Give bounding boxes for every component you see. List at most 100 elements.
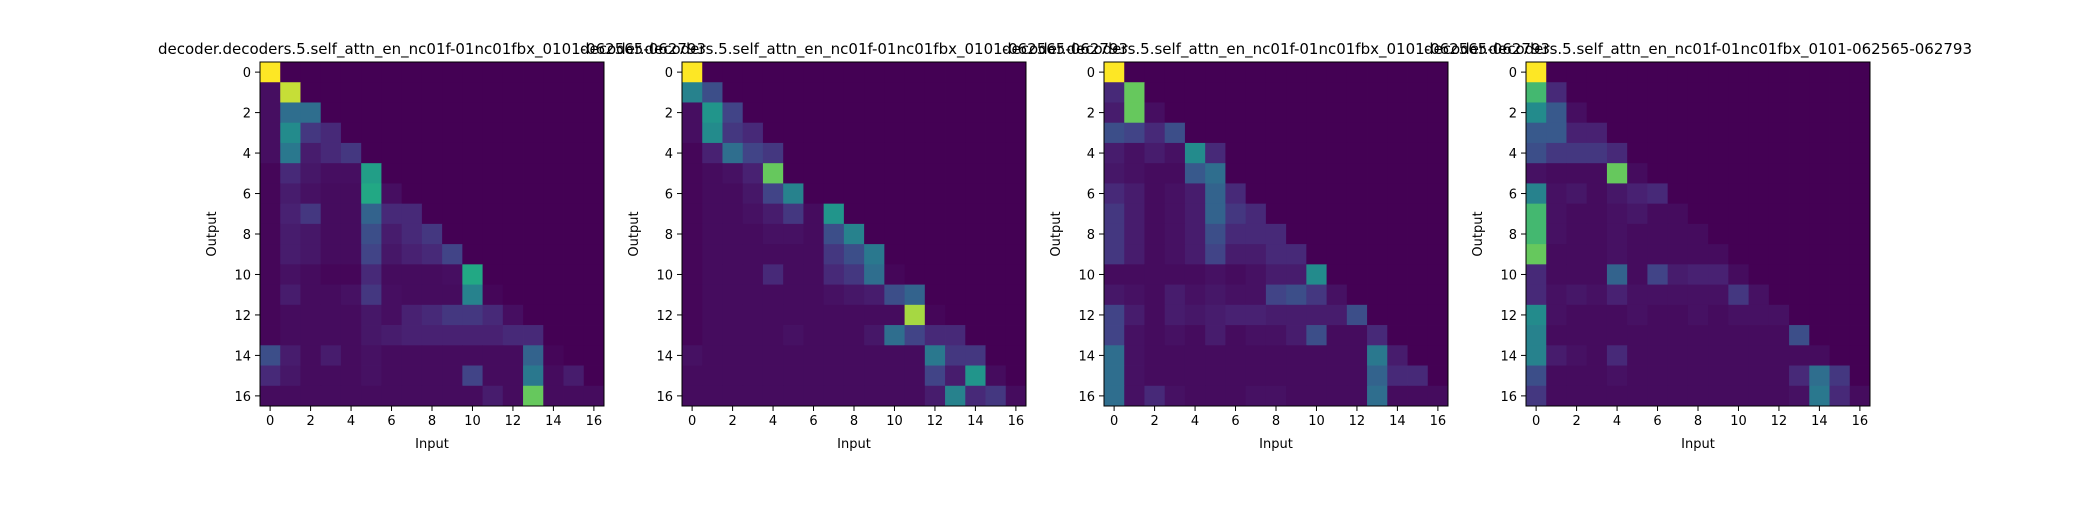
heatmap-cell xyxy=(823,365,845,387)
heatmap-cell xyxy=(340,102,362,124)
heatmap-cell xyxy=(442,163,463,184)
heatmap-cell xyxy=(985,385,1007,407)
heatmap-cell xyxy=(1647,244,1669,265)
heatmap-cell xyxy=(1606,304,1628,326)
heatmap-cell xyxy=(985,183,1007,205)
heatmap-cell xyxy=(1849,203,1871,225)
heatmap-cell xyxy=(340,264,362,285)
heatmap-cell xyxy=(1306,325,1327,346)
heatmap-cell xyxy=(762,183,784,205)
heatmap-cell xyxy=(502,385,524,407)
heatmap-cell xyxy=(1225,304,1247,326)
heatmap-cell xyxy=(1748,223,1770,245)
heatmap-cell xyxy=(904,142,926,164)
heatmap-cell xyxy=(340,203,362,225)
heatmap-cell xyxy=(462,183,483,205)
heatmap-cell xyxy=(502,264,524,285)
heatmap-cell xyxy=(1708,102,1729,124)
heatmap-cell xyxy=(1829,142,1851,164)
heatmap-cell xyxy=(320,345,342,366)
heatmap-cell xyxy=(1708,142,1729,164)
heatmap-cell xyxy=(421,183,443,205)
heatmap-cell xyxy=(320,102,342,124)
heatmap-cell xyxy=(1789,183,1810,205)
heatmap-cell xyxy=(502,304,524,326)
heatmap-cell xyxy=(381,345,403,366)
heatmap-cell xyxy=(563,345,585,366)
heatmap-cell xyxy=(1265,203,1287,225)
heatmap-cell xyxy=(462,345,483,366)
heatmap-cell xyxy=(1768,284,1790,306)
heatmap-cell xyxy=(482,284,504,306)
heatmap-cell xyxy=(702,244,723,265)
heatmap-cell xyxy=(823,345,845,366)
heatmap-cell xyxy=(462,385,483,407)
heatmap-cell xyxy=(523,345,544,366)
heatmap-cell xyxy=(722,385,744,407)
heatmap-cell xyxy=(1667,163,1689,184)
heatmap-cell xyxy=(1367,304,1388,326)
heatmap-cell xyxy=(1829,163,1851,184)
heatmap-cell xyxy=(1627,244,1648,265)
heatmap-cell xyxy=(1427,183,1449,205)
heatmap-cell xyxy=(803,203,825,225)
heatmap-cell xyxy=(1225,345,1247,366)
heatmap-cell xyxy=(340,365,362,387)
heatmap-cell xyxy=(823,244,845,265)
heatmap-cell xyxy=(682,223,703,245)
heatmap-cell xyxy=(1687,82,1709,103)
heatmap-cell xyxy=(1286,142,1307,164)
heatmap-cell xyxy=(563,385,585,407)
heatmap-cell xyxy=(762,345,784,366)
heatmap-cell xyxy=(1667,264,1689,285)
heatmap-cell xyxy=(320,264,342,285)
heatmap-cell xyxy=(742,82,764,103)
heatmap-cell xyxy=(482,122,504,144)
heatmap-cell xyxy=(442,82,463,103)
heatmap-cell xyxy=(1708,284,1729,306)
heatmap-cell xyxy=(1546,82,1567,103)
heatmap-cell xyxy=(1346,142,1368,164)
heatmap-cell xyxy=(1708,163,1729,184)
heatmap-cell xyxy=(1708,365,1729,387)
x-tick-label: 14 xyxy=(545,414,562,429)
heatmap-cell xyxy=(742,62,764,83)
heatmap-cell xyxy=(502,62,524,83)
heatmap-cell xyxy=(1708,244,1729,265)
heatmap-cell xyxy=(1586,244,1608,265)
heatmap-cell xyxy=(1286,385,1307,407)
heatmap-cell xyxy=(985,102,1007,124)
heatmap-cell xyxy=(1667,62,1689,83)
heatmap-cell xyxy=(280,325,301,346)
heatmap-cell xyxy=(1687,264,1709,285)
x-tick-label: 10 xyxy=(1308,414,1325,429)
heatmap-cell xyxy=(563,142,585,164)
heatmap-cell xyxy=(1205,102,1226,124)
heatmap-cell xyxy=(1768,244,1790,265)
heatmap-cell xyxy=(1647,345,1669,366)
heatmap-cell xyxy=(1728,183,1749,205)
heatmap-cell xyxy=(442,325,463,346)
heatmap-cell xyxy=(1407,62,1429,83)
heatmap-cell xyxy=(1005,264,1027,285)
heatmap-cell xyxy=(280,142,301,164)
heatmap-cell xyxy=(864,62,885,83)
heatmap-cell xyxy=(1104,142,1125,164)
heatmap-cell xyxy=(1829,365,1851,387)
heatmap-cell xyxy=(523,203,544,225)
heatmap-cell xyxy=(884,223,905,245)
heatmap-cell xyxy=(762,203,784,225)
heatmap-cell xyxy=(985,325,1007,346)
heatmap-cell xyxy=(1687,244,1709,265)
heatmap-cell xyxy=(1809,82,1830,103)
heatmap-cell xyxy=(1526,365,1547,387)
y-tick-label: 14 xyxy=(1500,349,1517,364)
heatmap-cell xyxy=(260,223,281,245)
heatmap-cell xyxy=(1387,62,1408,83)
heatmap-cell xyxy=(904,284,926,306)
heatmap-cell xyxy=(563,183,585,205)
heatmap-cell xyxy=(864,264,885,285)
heatmap-cell xyxy=(1789,102,1810,124)
heatmap-cell xyxy=(1586,102,1608,124)
heatmap-cell xyxy=(1346,264,1368,285)
